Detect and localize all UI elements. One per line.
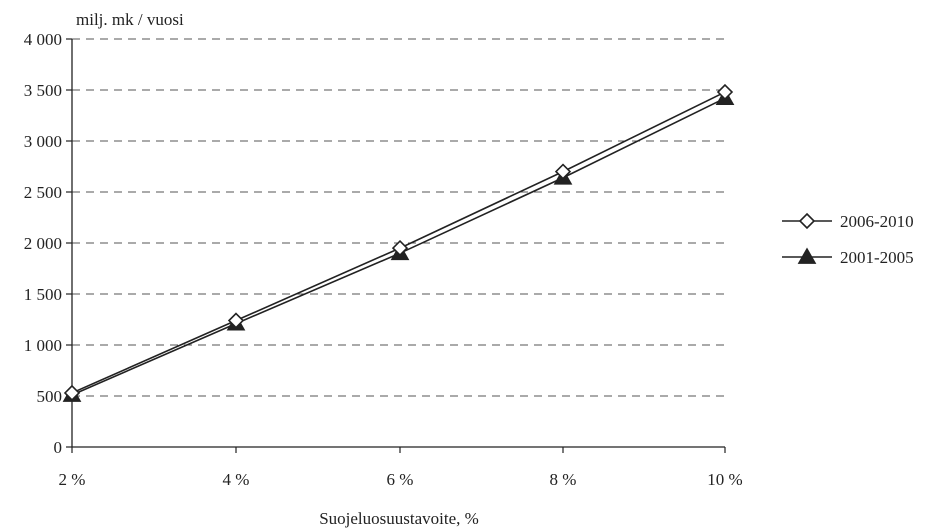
legend-marker [798,212,816,230]
y-axis-title: milj. mk / vuosi [76,10,184,29]
x-axis-title: Suojeluosuustavoite, % [319,509,479,528]
y-tick-label: 500 [37,387,63,406]
y-tick-label: 1 500 [24,285,62,304]
legend-label: 2006-2010 [840,212,914,231]
y-tick-label: 2 500 [24,183,62,202]
y-tick-label: 2 000 [24,234,62,253]
y-tick-label: 1 000 [24,336,62,355]
legend-entry: 2001-2005 [782,247,914,267]
y-tick-label: 3 000 [24,132,62,151]
series-2006-2010 [63,83,734,402]
x-tick-label: 6 % [387,470,414,489]
x-tick-label: 10 % [707,470,742,489]
legend: 2006-2010 2001-2005 [782,212,914,267]
x-axis-ticks: 2 % 4 % 6 % 8 % 10 % [59,447,743,489]
gridlines [72,38,725,397]
x-tick-label: 8 % [550,470,577,489]
x-tick-label: 2 % [59,470,86,489]
y-tick-label: 4 000 [24,30,62,49]
x-tick-label: 4 % [223,470,250,489]
y-tick-label: 0 [54,438,63,457]
legend-label: 2001-2005 [840,248,914,267]
legend-marker [797,247,817,264]
y-tick-label: 3 500 [24,81,62,100]
legend-entry: 2006-2010 [782,212,914,231]
y-axis-ticks: 0 500 1 000 1 500 2 000 2 500 3 000 3 500 4 000 [24,30,72,457]
series-group [62,83,735,402]
data-point [391,239,409,257]
data-point [716,83,734,101]
data-point [554,163,572,180]
data-point [227,312,245,329]
data-point [63,384,81,402]
